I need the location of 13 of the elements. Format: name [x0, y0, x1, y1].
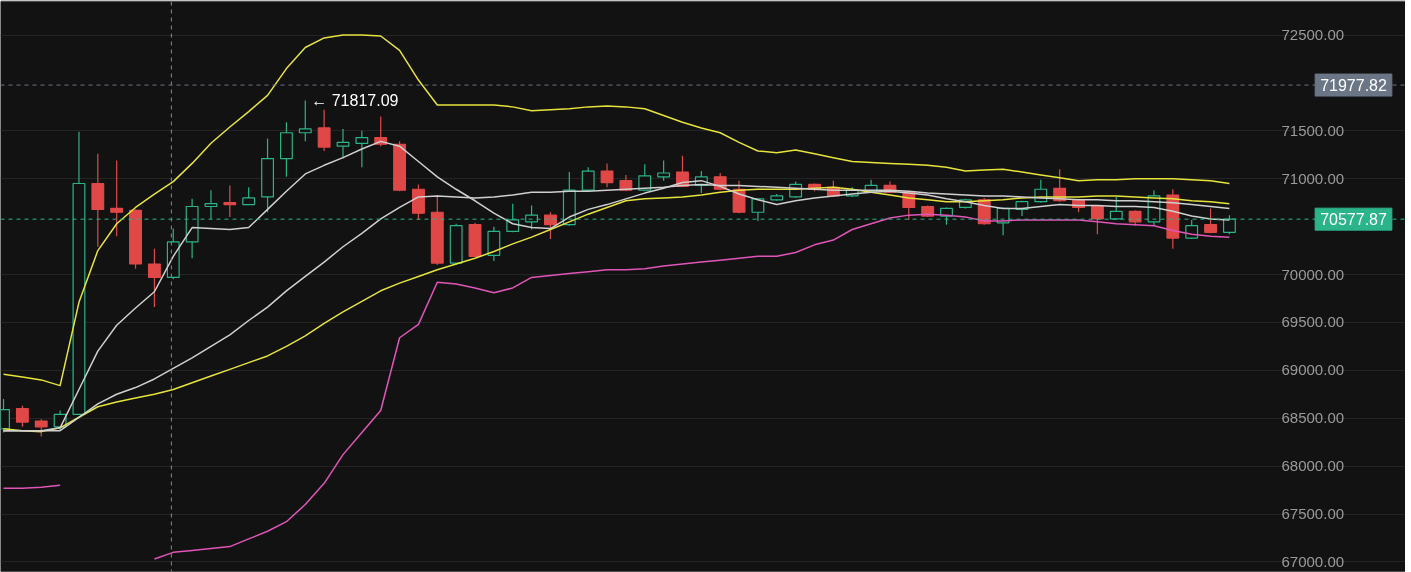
y-tick-label: 68500.00: [1281, 409, 1345, 427]
y-tick-label: 67500.00: [1281, 505, 1345, 523]
ref-line-label: 71977.82: [1320, 77, 1387, 95]
y-tick-label: 71000.00: [1281, 169, 1345, 187]
ref-line-label: 70577.87: [1320, 211, 1387, 229]
y-tick-label: 71500.00: [1281, 121, 1345, 139]
y-tick-label: 67000.00: [1281, 552, 1345, 570]
annotation: ← 71817.09: [311, 91, 399, 109]
y-tick-label: 70000.00: [1281, 265, 1345, 283]
y-tick-label: 69000.00: [1281, 361, 1345, 379]
y-tick-label: 68000.00: [1281, 457, 1345, 475]
y-tick-label: 69500.00: [1281, 313, 1345, 331]
y-tick-label: 72500.00: [1281, 26, 1345, 44]
